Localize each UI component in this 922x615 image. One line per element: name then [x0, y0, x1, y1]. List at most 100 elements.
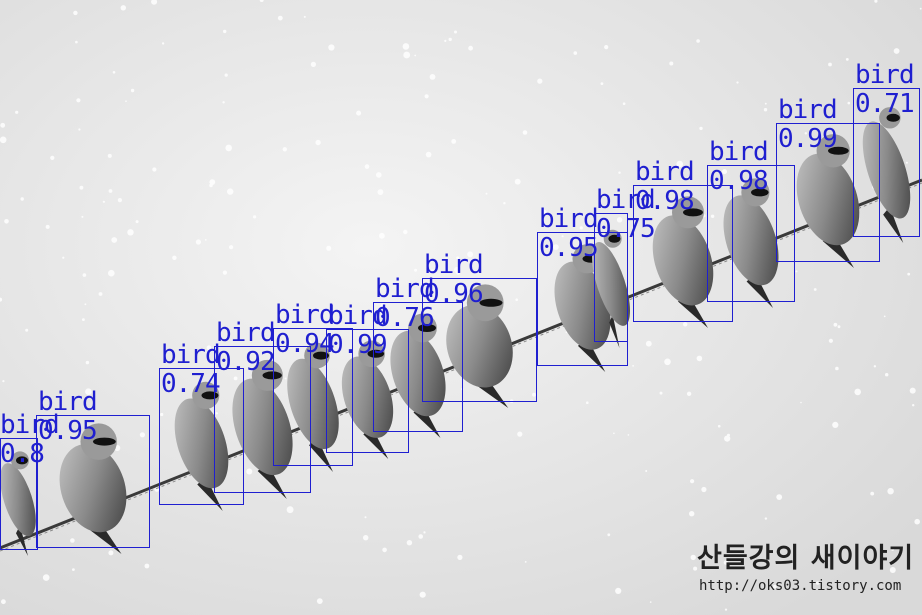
snowflake: [800, 401, 802, 404]
snowflake: [127, 229, 134, 236]
watermark-title: 산들강의 새이야기: [697, 543, 915, 574]
snowflake: [62, 256, 65, 259]
snowflake: [887, 488, 894, 495]
detection-label: bird: [0, 410, 60, 440]
snowflake: [676, 160, 683, 168]
snowflake: [98, 292, 103, 296]
detection-score: 0.99: [328, 330, 388, 360]
snowflake: [693, 566, 698, 571]
snowflake: [891, 548, 894, 551]
snowflake: [696, 39, 700, 43]
snowflake: [522, 130, 528, 135]
snowflake: [659, 391, 663, 395]
detection-score: 0.74: [161, 369, 221, 399]
detection-label: bird: [596, 185, 656, 215]
snowflake: [72, 568, 75, 571]
detection-label: bird: [216, 318, 276, 348]
snowflake: [160, 412, 164, 417]
snowflake: [561, 235, 564, 238]
snowflake: [70, 538, 75, 543]
snowflake: [828, 62, 832, 67]
snowflake: [364, 164, 370, 169]
snowflake: [541, 209, 547, 215]
detection-label: bird: [635, 157, 695, 187]
snowflake: [139, 432, 145, 438]
snowflake: [108, 269, 115, 277]
detection-box: [633, 185, 733, 322]
snowflake: [310, 61, 316, 67]
snowflake: [686, 391, 692, 396]
snowflake: [111, 237, 118, 243]
snowflake: [683, 322, 688, 327]
detection-label: bird: [328, 301, 388, 331]
snowflake: [622, 102, 626, 105]
snowflake: [764, 102, 767, 105]
detection-label: bird: [539, 204, 599, 234]
detection-box: [326, 329, 409, 453]
detection-score: 0.99: [778, 124, 838, 154]
snowflake: [326, 245, 332, 251]
snowflake: [414, 54, 417, 57]
snowflake: [847, 101, 851, 105]
snowflake: [456, 256, 460, 260]
snowflake: [225, 144, 232, 152]
snowflake: [454, 30, 457, 34]
snowflake: [664, 358, 671, 366]
snowflake: [79, 185, 84, 190]
snowflake: [451, 139, 457, 144]
snowflake: [161, 42, 165, 45]
snowflake: [364, 516, 367, 519]
snowflake: [78, 128, 81, 131]
detection-label: bird: [161, 340, 221, 370]
snowflake: [690, 479, 695, 484]
snowflake: [73, 10, 78, 16]
snowflake: [615, 587, 622, 595]
snowflake: [204, 239, 207, 241]
detection-score: 0.96: [424, 279, 484, 309]
bird-figure: [796, 134, 860, 268]
snowflake: [284, 377, 287, 380]
snowflake: [701, 486, 707, 493]
snowflake: [403, 229, 408, 235]
snowflake: [669, 61, 674, 66]
snowflake: [135, 220, 139, 224]
snowflake: [414, 268, 418, 272]
snowflake: [604, 45, 609, 50]
snowflake: [815, 581, 820, 585]
snowflake: [517, 431, 523, 437]
snowflake: [120, 5, 127, 11]
snowflake: [81, 215, 84, 218]
snowflake: [813, 288, 817, 291]
snowflake: [76, 98, 81, 103]
snowflake: [649, 601, 652, 603]
snowflake: [144, 563, 150, 569]
snowflake: [468, 45, 473, 51]
bird-figure: [341, 340, 394, 459]
snowflake: [854, 388, 861, 396]
snowflake: [456, 270, 461, 275]
snowflake: [151, 0, 158, 5]
snowflake: [222, 101, 225, 104]
bird-figure: [232, 359, 293, 499]
snowflake: [835, 366, 839, 371]
snowflake: [406, 540, 413, 546]
snowflake: [107, 153, 112, 158]
snowflake: [102, 200, 105, 203]
detection-box: [214, 346, 311, 493]
snowflake: [616, 217, 623, 223]
watermark-url: http://oks03.tistory.com: [699, 578, 902, 594]
snowflake: [108, 550, 114, 556]
snowflake: [206, 345, 212, 351]
snowflake: [645, 340, 652, 347]
snowflake: [45, 224, 50, 229]
snowflake: [286, 506, 294, 514]
snowflake: [724, 608, 728, 611]
snowflake: [833, 322, 838, 327]
snowflake: [632, 365, 634, 367]
snowflake: [108, 189, 113, 193]
snowflake: [690, 554, 696, 561]
snowflake: [514, 178, 521, 185]
snowflake: [773, 584, 777, 589]
snowflake: [84, 303, 87, 306]
snowflake: [667, 195, 670, 198]
